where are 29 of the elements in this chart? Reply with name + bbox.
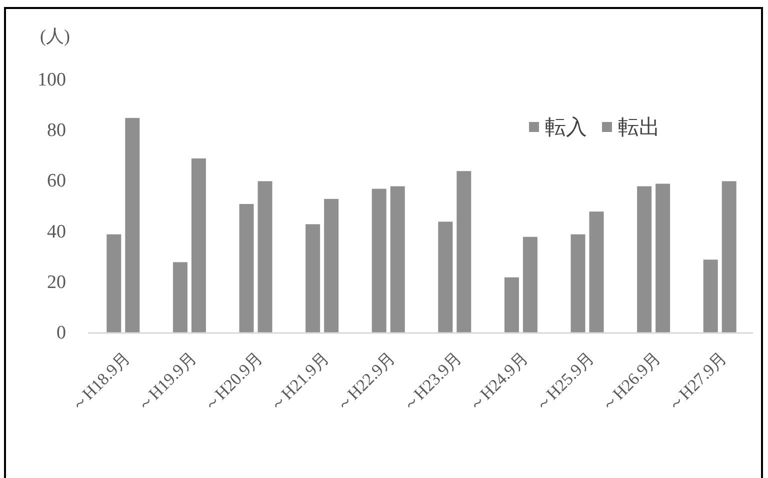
y-tick-label: 0 [56, 322, 66, 344]
bar [390, 186, 405, 333]
y-tick-label: 20 [47, 272, 66, 293]
legend-label: 転出 [618, 115, 660, 139]
bar [239, 204, 254, 333]
legend-label: 転入 [545, 115, 587, 139]
bar [703, 260, 718, 333]
bar [456, 171, 472, 333]
bar [722, 181, 736, 333]
y-tick-label: 40 [47, 221, 66, 242]
y-tick-label: 100 [38, 70, 66, 90]
bar [106, 234, 122, 333]
bar [324, 198, 339, 333]
bar [372, 188, 386, 333]
bar [522, 236, 538, 333]
bar [656, 184, 670, 333]
y-axis-title: (人) [40, 26, 70, 46]
bar [125, 118, 140, 333]
bar [504, 277, 519, 333]
bar [589, 212, 604, 333]
bar [172, 262, 188, 333]
bar [306, 224, 320, 333]
bar [637, 186, 652, 333]
bar [191, 158, 206, 333]
bar [258, 181, 272, 333]
bar [570, 234, 586, 333]
bar [438, 222, 453, 333]
y-tick-label: 80 [47, 120, 66, 142]
y-tick-label: 60 [47, 170, 66, 192]
